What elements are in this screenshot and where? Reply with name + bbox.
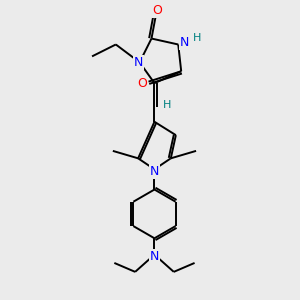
Text: N: N [150,250,159,262]
Text: O: O [138,76,148,90]
Text: O: O [152,4,162,17]
Text: H: H [163,100,171,110]
Text: N: N [134,56,143,69]
Text: N: N [180,37,189,50]
Text: N: N [150,165,159,178]
Text: H: H [193,33,201,43]
